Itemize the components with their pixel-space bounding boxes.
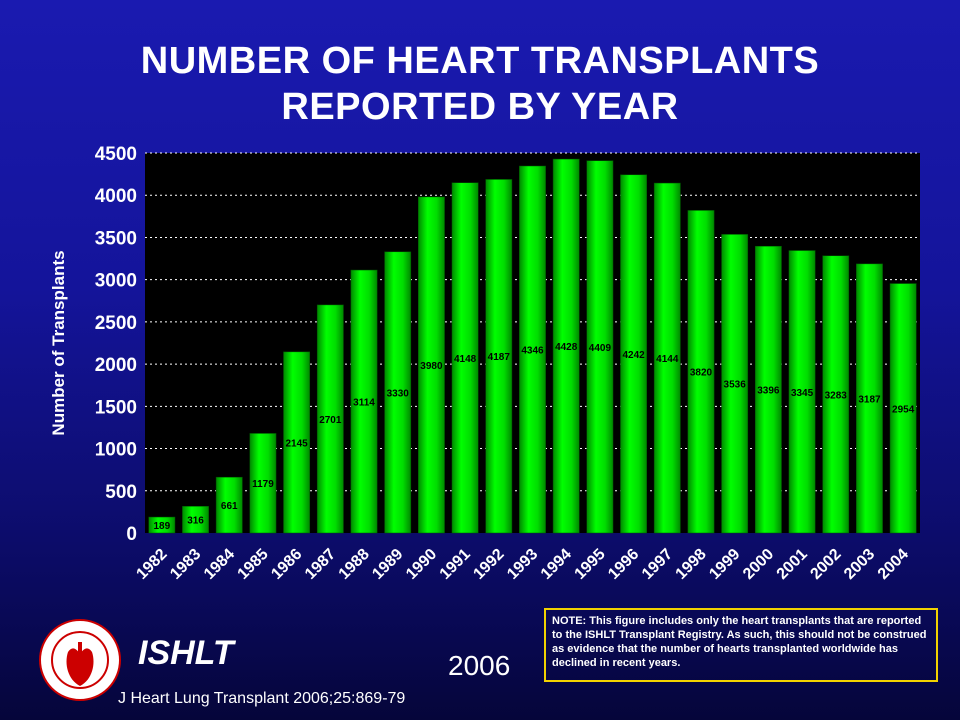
bar-1995: [586, 160, 614, 534]
value-label: 3283: [825, 390, 848, 401]
y-tick-label: 2500: [95, 313, 137, 334]
heart-lung-icon: [66, 648, 94, 686]
bar-1996: [620, 174, 647, 534]
x-tick-label: 1982: [133, 546, 170, 583]
value-label: 3820: [690, 368, 713, 379]
bar-1993: [519, 165, 546, 534]
citation: J Heart Lung Transplant 2006;25:869-79: [118, 690, 406, 707]
value-label: 4187: [488, 352, 511, 363]
y-tick-label: 2000: [95, 355, 137, 376]
bar-1994: [552, 158, 580, 534]
value-label: 4346: [521, 346, 544, 357]
bar-1988: [350, 269, 378, 534]
x-tick-label: 1987: [302, 546, 339, 583]
x-tick-label: 2004: [875, 546, 912, 583]
x-tick-label: 1989: [369, 546, 406, 583]
bar-1985: [249, 433, 277, 534]
bar-2004: [889, 283, 917, 534]
x-tick-label: 1995: [572, 546, 609, 583]
y-tick-label: 4000: [95, 186, 137, 207]
bar-1991: [451, 182, 479, 534]
x-tick-label: 2001: [774, 546, 811, 583]
value-label: 189: [154, 521, 171, 532]
y-tick-label: 1000: [95, 440, 137, 461]
x-tick-label: 1998: [673, 546, 710, 583]
bar-2002: [822, 255, 850, 534]
report-year: 2006: [448, 650, 511, 681]
value-label: 2145: [286, 438, 309, 449]
x-tick-label: 1994: [538, 546, 575, 583]
bar-1989: [384, 251, 412, 534]
value-label: 4144: [656, 354, 679, 365]
x-tick-label: 1997: [639, 546, 676, 583]
value-label: 4409: [589, 343, 612, 354]
x-tick-label: 1993: [504, 546, 541, 583]
value-label: 4428: [555, 342, 578, 353]
value-label: 3187: [858, 394, 881, 405]
ishlt-label: ISHLT: [138, 634, 234, 672]
x-tick-label: 1992: [470, 546, 507, 583]
value-label: 3345: [791, 388, 814, 399]
bar-1983: [182, 506, 209, 534]
value-label: 3396: [757, 386, 780, 397]
y-axis-label: Number of Transplants: [49, 250, 68, 435]
x-tick-label: 1991: [437, 546, 474, 583]
value-label: 316: [187, 516, 204, 527]
x-tick-label: 1985: [235, 546, 272, 583]
x-tick-label: 1986: [268, 546, 305, 583]
bar-1999: [721, 234, 749, 534]
x-tick-label: 1990: [403, 546, 440, 583]
value-label: 3330: [387, 388, 410, 399]
value-label: 2701: [319, 415, 342, 426]
bar-1984: [215, 476, 243, 534]
note-box: NOTE: This figure includes only the hear…: [544, 608, 938, 682]
x-tick-label: 2002: [807, 546, 844, 583]
x-tick-label: 2000: [740, 546, 777, 583]
y-tick-label: 0: [126, 524, 137, 545]
bar-2001: [788, 250, 816, 534]
bar-1998: [687, 210, 715, 534]
value-label: 3114: [353, 398, 375, 409]
bar-2000: [754, 245, 782, 534]
value-label: 3980: [420, 361, 443, 372]
value-label: 1179: [252, 479, 274, 490]
bar-1987: [316, 304, 344, 534]
bar-2003: [856, 263, 883, 534]
value-label: 4242: [622, 350, 645, 361]
y-tick-label: 3500: [95, 228, 137, 249]
x-tick-label: 1984: [201, 546, 238, 583]
y-tick-label: 3000: [95, 271, 137, 292]
bar-1986: [283, 351, 311, 534]
value-label: 3536: [724, 380, 747, 391]
chart-title-line-2: REPORTED BY YEAR: [281, 86, 679, 128]
y-tick-label: 1500: [95, 397, 137, 418]
x-tick-label: 1999: [706, 546, 743, 583]
ishlt-logo: [39, 619, 121, 701]
x-tick-label: 1983: [167, 546, 204, 583]
value-label: 4148: [454, 354, 477, 365]
bar-1982: [148, 516, 176, 534]
bar-1990: [418, 196, 445, 534]
x-tick-label: 1988: [336, 546, 373, 583]
bar-1997: [653, 182, 681, 534]
x-tick-label: 2003: [841, 546, 878, 583]
bar-1992: [485, 179, 513, 534]
y-tick-label: 4500: [95, 144, 137, 165]
value-label: 661: [221, 501, 238, 512]
x-tick-label: 1996: [605, 546, 642, 583]
chart-title-line-1: NUMBER OF HEART TRANSPLANTS: [140, 40, 820, 82]
value-label: 2954: [892, 404, 915, 415]
y-tick-label: 500: [105, 482, 137, 503]
